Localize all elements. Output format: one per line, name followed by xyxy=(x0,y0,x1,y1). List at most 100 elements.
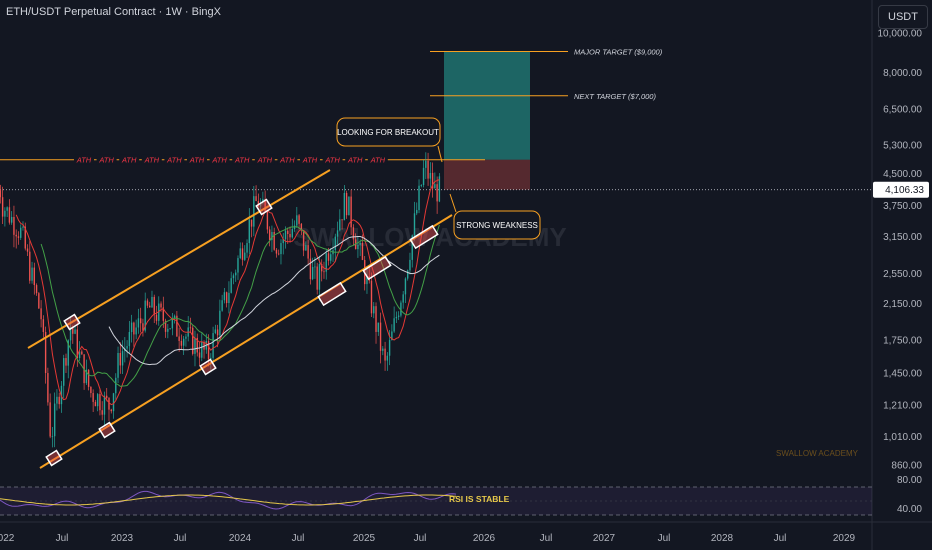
candle-body xyxy=(47,373,49,403)
candle-body xyxy=(264,199,266,212)
candle-body xyxy=(373,306,375,314)
touch-marker xyxy=(63,313,81,331)
candle-body xyxy=(180,340,183,346)
candle-body xyxy=(422,167,425,186)
candle-body xyxy=(1,197,4,217)
time-tick: 2024 xyxy=(229,533,252,544)
candle-body xyxy=(382,348,384,351)
candle-body xyxy=(434,184,436,189)
candle-body xyxy=(438,176,441,202)
candle-body xyxy=(85,369,88,384)
touch-marker xyxy=(362,255,392,281)
major-target-label: MAJOR TARGET ($9,000) xyxy=(574,48,663,57)
candle-body xyxy=(210,357,212,360)
candle-body xyxy=(375,306,377,332)
candle-body xyxy=(216,329,219,336)
candle-body xyxy=(289,234,291,238)
candle-body xyxy=(339,219,341,231)
candle-body xyxy=(121,351,124,366)
breakout-pointer xyxy=(437,145,443,163)
candle-body xyxy=(142,323,144,331)
candle-body xyxy=(287,230,289,235)
price-tick: 860.00 xyxy=(891,461,922,472)
candle-body xyxy=(314,266,316,268)
candle-body xyxy=(137,318,140,328)
ath-label-bg xyxy=(141,154,162,165)
weakness-pointer xyxy=(449,193,457,213)
touch-marker xyxy=(45,449,63,467)
candle-body xyxy=(400,302,402,316)
ath-label-bg xyxy=(300,154,320,165)
candle-body xyxy=(31,267,33,281)
candle-body xyxy=(103,395,106,415)
ma-mid-line xyxy=(40,224,440,387)
candle-body xyxy=(207,340,210,360)
candle-body xyxy=(298,215,300,224)
ath-label: ATH xyxy=(370,156,386,165)
ath-label: ATH xyxy=(257,156,273,165)
candle-body xyxy=(316,266,318,290)
rsi-line xyxy=(0,490,457,510)
candle-body xyxy=(35,285,38,294)
candle-body xyxy=(26,248,29,252)
price-tick: 6,500.00 xyxy=(883,104,922,115)
candle-body xyxy=(327,253,330,261)
candle-body xyxy=(359,242,361,245)
candle-body xyxy=(65,358,67,366)
touch-marker xyxy=(255,198,273,216)
ath-label: ATH xyxy=(347,156,363,165)
candle-body xyxy=(4,210,6,217)
candle-body xyxy=(228,292,230,304)
ath-label-bg xyxy=(96,154,117,165)
candle-body xyxy=(302,230,305,251)
candle-body xyxy=(72,326,74,334)
candle-body xyxy=(149,305,151,308)
ath-label-bg xyxy=(119,154,140,165)
candle-body xyxy=(345,192,348,216)
candle-body xyxy=(15,234,17,237)
ath-label-bg xyxy=(367,154,388,165)
channel-lower-line xyxy=(39,214,453,469)
candle-body xyxy=(76,329,79,359)
candle-body xyxy=(321,264,323,272)
candle-body xyxy=(119,352,122,366)
candle-body xyxy=(196,337,198,353)
candle-body xyxy=(90,386,92,394)
candle-body xyxy=(58,396,60,405)
candle-body xyxy=(357,244,359,250)
weakness-callout-text: STRONG WEAKNESS xyxy=(456,221,538,230)
candle-body xyxy=(318,264,321,290)
time-tick: 2025 xyxy=(353,533,376,544)
candle-body xyxy=(262,199,264,203)
candle-body xyxy=(416,210,418,214)
candle-body xyxy=(223,292,226,301)
candle-body xyxy=(29,251,31,281)
candle-body xyxy=(8,207,11,223)
candle-body xyxy=(96,394,99,407)
time-tick: 2028 xyxy=(711,533,734,544)
candle-body xyxy=(173,315,176,319)
time-tick: 2029 xyxy=(833,533,856,544)
candle-body xyxy=(162,307,164,321)
candle-body xyxy=(268,229,271,241)
rsi-tick: 40.00 xyxy=(897,504,922,515)
candle-body xyxy=(280,243,282,255)
candle-body xyxy=(248,219,250,244)
candle-body xyxy=(429,172,432,179)
candle-body xyxy=(87,369,90,387)
candle-body xyxy=(250,219,253,227)
candle-body xyxy=(377,322,379,332)
candle-body xyxy=(13,216,15,235)
candle-body xyxy=(235,272,237,276)
ath-label: ATH xyxy=(279,156,295,165)
currency-button[interactable]: USDT xyxy=(878,5,928,29)
candle-body xyxy=(151,296,153,308)
candle-body xyxy=(101,410,103,415)
candle-body xyxy=(230,278,232,293)
candle-body xyxy=(239,248,241,259)
candle-body xyxy=(20,227,22,238)
symbol-title[interactable]: ETH/USDT Perpetual Contract · 1W · BingX xyxy=(6,6,221,18)
price-tick: 1,010.00 xyxy=(883,432,922,443)
candle-body xyxy=(291,229,293,238)
